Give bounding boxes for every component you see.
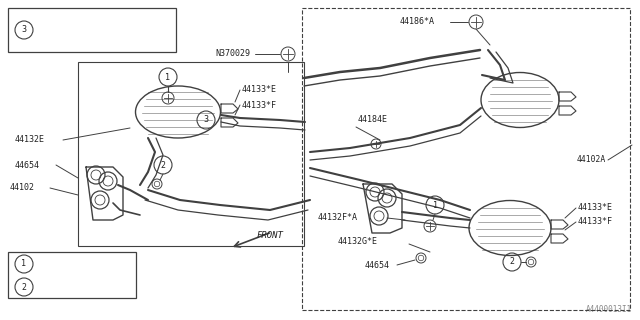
- Bar: [78, 62, 304, 246]
- Text: 44186*A: 44186*A: [400, 18, 435, 27]
- Text: 44102A: 44102A: [577, 156, 606, 164]
- Text: 1: 1: [433, 201, 438, 210]
- Text: 1: 1: [22, 260, 26, 268]
- Text: 1: 1: [166, 73, 170, 82]
- Text: 0238S*A: 0238S*A: [45, 283, 79, 292]
- Text: 44133*F: 44133*F: [242, 100, 277, 109]
- Text: 44132E: 44132E: [15, 135, 45, 145]
- Text: 2: 2: [161, 161, 166, 170]
- Text: 3: 3: [204, 116, 209, 124]
- Text: 2: 2: [22, 283, 26, 292]
- Text: A4400013I1: A4400013I1: [586, 306, 632, 315]
- Text: 44132G*F(-’07MY): 44132G*F(-’07MY): [45, 14, 123, 23]
- Text: N370029: N370029: [215, 50, 250, 59]
- Text: 44184E: 44184E: [358, 116, 388, 124]
- Text: 44133*E: 44133*E: [242, 85, 277, 94]
- Text: 3: 3: [22, 26, 26, 35]
- Text: FRONT: FRONT: [257, 231, 284, 241]
- Text: 44654: 44654: [15, 161, 40, 170]
- Text: 0101S*A: 0101S*A: [45, 260, 79, 268]
- Bar: [8, 8, 176, 52]
- Text: 44133*E: 44133*E: [578, 204, 613, 212]
- Bar: [302, 8, 630, 310]
- Text: 44132G*E: 44132G*E: [338, 237, 378, 246]
- Text: 44133*F: 44133*F: [578, 218, 613, 227]
- Text: 2: 2: [509, 258, 515, 267]
- Text: 44102: 44102: [10, 183, 35, 193]
- Text: 44654: 44654: [365, 260, 390, 269]
- Bar: [8, 252, 136, 298]
- Text: 44132F*A: 44132F*A: [318, 213, 358, 222]
- Text: 44132G*E(’08MY-): 44132G*E(’08MY-): [45, 36, 123, 45]
